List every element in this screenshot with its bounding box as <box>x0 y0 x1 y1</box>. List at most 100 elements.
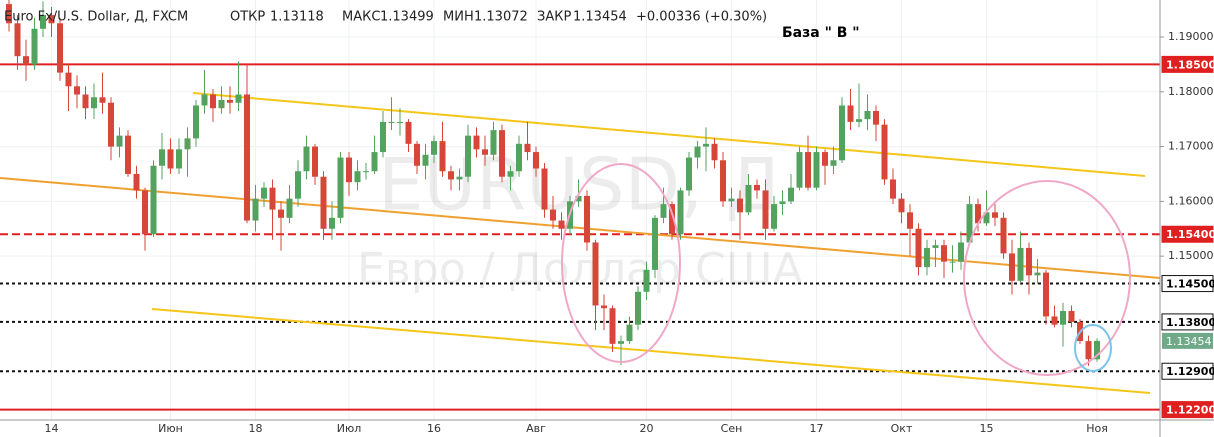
candle-body <box>669 204 675 235</box>
candle-body <box>932 245 939 248</box>
candle-body <box>1094 340 1100 360</box>
y-tick-label: 1.16000 <box>1168 194 1214 207</box>
candle-body <box>244 94 250 221</box>
chart-title: Euro Fx/U.S. Dollar, Д, FXCM <box>4 10 188 25</box>
level-label: 1.13800 <box>1166 316 1214 329</box>
candle-body <box>1068 310 1075 322</box>
ellipse <box>1074 324 1112 372</box>
candle-body <box>176 149 182 169</box>
candle-body <box>142 190 148 235</box>
level-label-box <box>1161 55 1214 73</box>
candle-body <box>728 198 735 202</box>
candle-body <box>822 152 828 166</box>
candle-body <box>677 190 684 235</box>
candle-body <box>465 135 471 177</box>
candle-body <box>856 119 862 122</box>
axis-labels: 1.19000 1.18000 1.17000 1.16000 1.15000 14 Июн… <box>45 30 1214 435</box>
candle-body <box>6 4 12 24</box>
candle-body <box>949 261 956 263</box>
x-tick-label: Ноя <box>1086 422 1108 435</box>
trend-line <box>192 92 1146 177</box>
candle-body <box>592 242 599 306</box>
candle-body <box>490 130 497 155</box>
candle-body <box>507 171 514 177</box>
candle-body <box>320 176 327 229</box>
candle-body <box>660 204 667 218</box>
candle-body <box>388 121 395 123</box>
candle-body <box>575 195 582 202</box>
candle-body <box>516 143 522 172</box>
level-label: 1.12900 <box>1166 365 1214 378</box>
candle-body <box>694 146 701 158</box>
candle-body <box>116 135 123 147</box>
candle-body <box>992 212 998 218</box>
watermark: Евро / Доллар США <box>357 244 803 295</box>
candle-body <box>227 100 233 103</box>
candle-body <box>771 204 777 229</box>
candle-body <box>924 247 930 268</box>
candle-body <box>354 171 361 183</box>
x-tick-label: Июн <box>158 422 183 435</box>
ohlc-label: ОТКР <box>230 10 265 25</box>
candle-body <box>193 105 199 139</box>
candle-body <box>983 212 990 224</box>
candle-body <box>482 149 488 155</box>
candle-body <box>550 209 556 221</box>
y-tick-label: 1.17000 <box>1168 140 1214 153</box>
last-price-label: 1.13454 <box>1166 335 1212 348</box>
candle-body <box>65 72 72 87</box>
candle-body <box>278 209 284 218</box>
last-price-box <box>1162 332 1213 349</box>
candle-body <box>91 97 97 109</box>
candle-body <box>14 23 21 57</box>
candle-body <box>779 201 786 205</box>
candle-body <box>184 138 191 150</box>
candle-body <box>558 220 565 229</box>
level-label: 1.12200 <box>1166 404 1214 417</box>
change: +0.00336 (+0.30%) <box>636 10 767 25</box>
candle-body <box>74 86 80 95</box>
candle-body <box>82 94 89 109</box>
candle-body <box>201 94 208 106</box>
candle-body <box>235 94 242 103</box>
candle-body <box>1060 310 1066 325</box>
candle-body <box>303 146 310 172</box>
candle-body <box>261 187 267 199</box>
candle-body <box>643 269 650 292</box>
candle-body <box>1026 247 1032 276</box>
candle-body <box>584 195 590 243</box>
candle-body <box>133 173 140 191</box>
candle-body <box>405 121 412 144</box>
candle-body <box>745 184 752 213</box>
candle-body <box>125 135 131 174</box>
ohlc-value: 1.13118 <box>270 10 324 25</box>
candle-body <box>788 187 794 202</box>
trend-line <box>151 308 1151 394</box>
ohlc-value: 1.13072 <box>474 10 528 25</box>
candle-body <box>737 198 743 213</box>
candle-body <box>873 110 879 125</box>
candle-body <box>346 157 352 183</box>
y-tick-label: 1.18000 <box>1168 85 1214 98</box>
candle-body <box>108 102 114 147</box>
candle-body <box>48 15 55 24</box>
ohlc-label: МАКС <box>342 10 380 25</box>
candle-body <box>40 15 46 29</box>
y-tick-label: 1.15000 <box>1168 249 1214 262</box>
ellipses <box>561 163 1131 376</box>
candle-body <box>414 143 420 166</box>
candle-body <box>626 324 633 342</box>
level-label: 1.18500 <box>1166 58 1214 71</box>
drawings <box>0 92 1161 394</box>
header: Euro Fx/U.S. Dollar, Д, FXCM ОТКР 1.1311… <box>4 10 860 42</box>
candle-body <box>975 204 981 224</box>
x-tick-label: Июл <box>337 422 362 435</box>
candle-body <box>915 228 922 268</box>
x-tick-label: 17 <box>810 422 824 435</box>
candle-body <box>720 160 726 202</box>
candle-body <box>167 149 174 169</box>
candle-body <box>813 152 820 188</box>
candle-body <box>371 152 378 172</box>
ohlc-value: 1.13499 <box>380 10 434 25</box>
